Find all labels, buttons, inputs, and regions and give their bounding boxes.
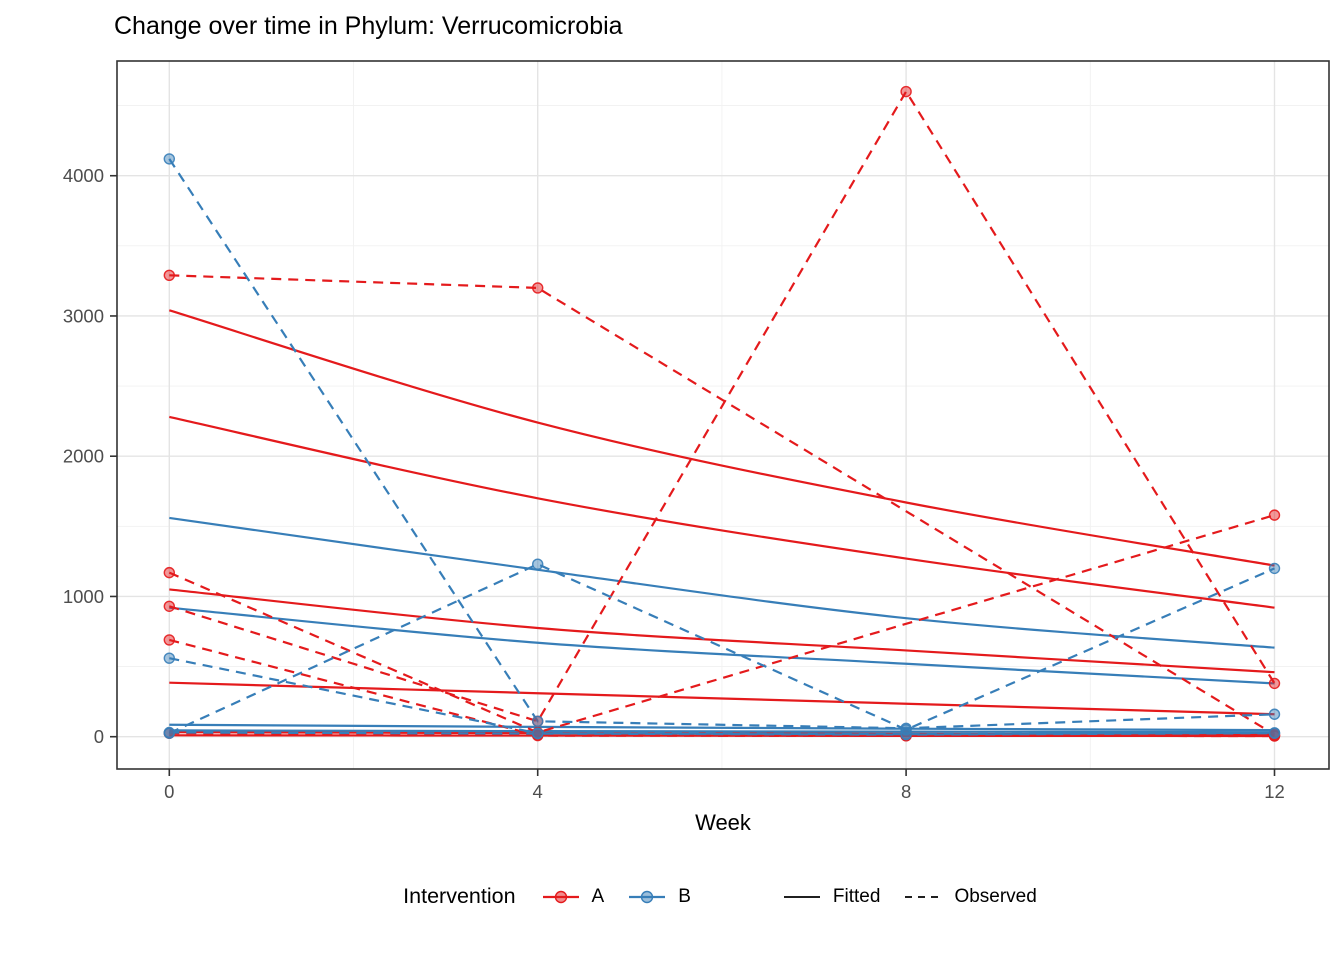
- fitted-line-A: [169, 681, 1275, 716]
- x-tick-label: 8: [901, 781, 911, 802]
- observed-line-B: [168, 158, 1275, 730]
- chart-title: Change over time in Phylum: Verrucomicro…: [114, 12, 623, 40]
- data-point-A: [163, 634, 176, 646]
- data-point-B: [1268, 562, 1281, 575]
- legend: Intervention A B Fitted: [48, 884, 1344, 909]
- legend-key-fitted-icon: [783, 895, 820, 898]
- legend-key-observed-icon: [905, 895, 942, 898]
- fitted-line-B: [169, 729, 1275, 734]
- fitted-line-A: [169, 588, 1275, 674]
- legend-label-fitted: Fitted: [832, 885, 881, 907]
- data-point-B: [532, 558, 544, 570]
- data-point-B: [1268, 708, 1281, 720]
- observed-line-B: [169, 657, 1275, 736]
- observed-line-A: [168, 89, 1276, 723]
- data-point-B: [1268, 727, 1281, 739]
- legend-key-a-icon: [542, 890, 579, 903]
- data-point-A: [1268, 677, 1281, 690]
- legend-item-group-a: A: [540, 885, 605, 908]
- data-point-B: [163, 726, 176, 739]
- data-point-B: [532, 727, 544, 740]
- legend-item-observed: Observed: [902, 885, 1037, 908]
- y-tick-label: 0: [94, 726, 104, 747]
- legend-label-b: B: [678, 885, 691, 907]
- data-point-A: [163, 269, 176, 281]
- data-point-B: [163, 153, 176, 165]
- legend-item-group-b: B: [626, 886, 691, 908]
- legend-label-observed: Observed: [954, 885, 1037, 907]
- data-point-B: [532, 715, 544, 727]
- x-tick-label: 0: [164, 781, 174, 802]
- y-tick-label: 4000: [63, 165, 104, 186]
- data-point-A: [163, 600, 176, 612]
- y-tick-label: 3000: [63, 305, 104, 326]
- plot-area: 0 1000 2000 3000 4000 0 4 8 12: [63, 60, 1330, 802]
- observed-line-A: [169, 732, 1275, 737]
- y-tick-label: 2000: [63, 446, 104, 467]
- x-tick-label: 4: [533, 781, 543, 802]
- data-point-A: [163, 566, 176, 579]
- data-point-A: [532, 282, 544, 294]
- fitted-line-A: [168, 309, 1275, 567]
- data-point-B: [163, 652, 176, 664]
- data-point-A: [900, 85, 912, 98]
- legend-key-b-icon: [629, 890, 666, 903]
- data-point-A: [1268, 509, 1281, 521]
- legend-item-fitted: Fitted: [781, 885, 881, 908]
- observed-line-B: [169, 731, 1275, 736]
- fitted-line-A: [169, 415, 1275, 609]
- legend-label-a: A: [591, 885, 605, 907]
- x-axis-title: Week: [695, 810, 751, 835]
- fitted-line-B: [169, 723, 1275, 732]
- fitted-line-B: [169, 606, 1275, 685]
- data-point-B: [900, 728, 912, 741]
- legend-title: Intervention: [403, 884, 516, 908]
- y-tick-label: 1000: [63, 586, 104, 607]
- observed-line-A: [169, 274, 1276, 736]
- x-tick-label: 12: [1264, 781, 1285, 802]
- panel-border: [116, 60, 1330, 770]
- observed-line-B: [168, 562, 1275, 735]
